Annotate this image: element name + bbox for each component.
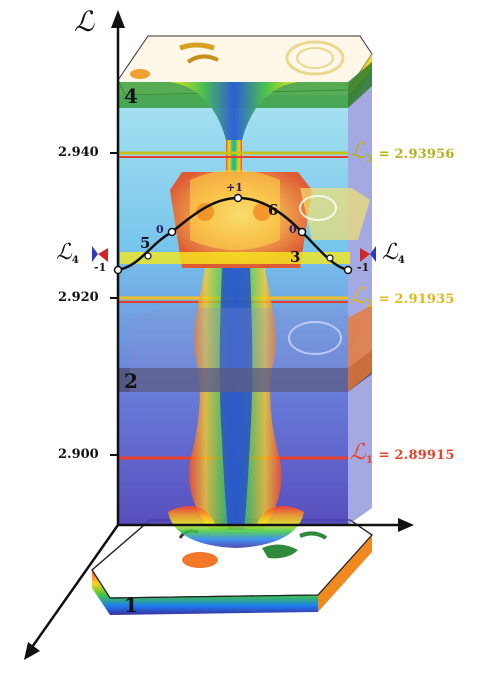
tick-label: 2.900: [58, 447, 99, 462]
left-minimum-label: -1: [94, 261, 107, 274]
level-2-label: ℒ2 = 2.91935: [350, 284, 455, 310]
left-level-marker: [98, 248, 108, 262]
left-level-4-label: ℒ4: [56, 240, 79, 266]
curve-markers: [113, 193, 353, 275]
point-3-label: 3: [290, 248, 301, 266]
axis-symbol: ℒ: [74, 5, 95, 38]
layer-number: 4: [124, 84, 138, 108]
right-level-marker: [360, 248, 370, 262]
middle-bulb: [120, 170, 370, 268]
right-minimum-label: -1: [357, 261, 370, 274]
lower-bulb: [168, 505, 304, 548]
layer-2-band: [118, 368, 348, 392]
layer-1-plate: [91, 519, 373, 615]
level-3-label: ℒ3 = 2.93956: [350, 139, 455, 165]
right-level-4-label: ℒ4: [382, 240, 405, 266]
axes: [24, 10, 414, 660]
tick-label: 2.920: [58, 290, 99, 305]
point-6-label: 6: [268, 201, 279, 219]
level-1-label: ℒ1 = 2.89915: [350, 440, 455, 466]
layer-number: 1: [124, 593, 138, 617]
maximum-label: +1: [226, 181, 243, 194]
right-zero-label: 0: [289, 223, 297, 236]
left-zero-label: 0: [156, 223, 164, 236]
point-5-label: 5: [140, 234, 151, 252]
tick-label: 2.940: [58, 145, 99, 160]
layer-number: 2: [124, 369, 138, 393]
